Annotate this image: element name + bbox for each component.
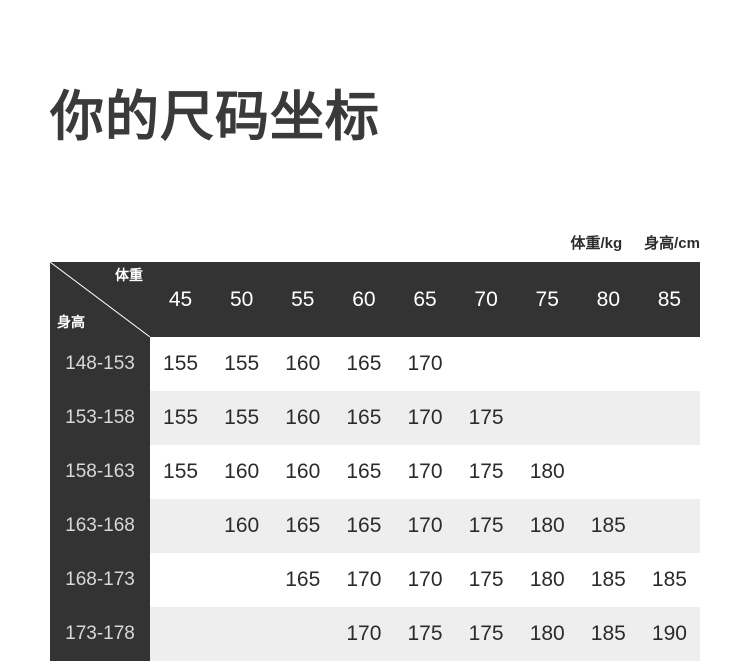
row-header-168-173: 168-173 [50, 553, 150, 607]
cell-173-178-60: 170 [333, 607, 395, 661]
table-row: 158-163 155 160 160 165 170 175 180 [50, 445, 700, 499]
table-head: 体重 身高 45 50 55 60 65 70 75 80 85 [50, 262, 700, 337]
cell-148-153-65: 170 [394, 337, 456, 391]
cell-168-173-50 [211, 553, 273, 607]
cell-173-178-75: 180 [516, 607, 578, 661]
cell-163-168-70: 175 [455, 499, 517, 553]
table-body: 148-153 155 155 160 165 170 153-158 155 … [50, 337, 700, 661]
corner-height-label: 身高 [57, 314, 85, 330]
unit-legend: 体重/kg 身高/cm [570, 232, 700, 253]
cell-148-153-85 [638, 337, 700, 391]
cell-163-168-80: 185 [577, 499, 639, 553]
cell-153-158-80 [577, 391, 639, 445]
cell-148-153-80 [577, 337, 639, 391]
diagonal-divider-icon [50, 262, 150, 337]
cell-153-158-50: 155 [211, 391, 273, 445]
column-header-55: 55 [272, 262, 334, 337]
cell-173-178-80: 185 [577, 607, 639, 661]
column-header-85: 85 [638, 262, 700, 337]
table-row: 153-158 155 155 160 165 170 175 [50, 391, 700, 445]
cell-158-163-80 [577, 445, 639, 499]
cell-153-158-75 [516, 391, 578, 445]
row-header-158-163: 158-163 [50, 445, 150, 499]
cell-158-163-55: 160 [272, 445, 334, 499]
cell-163-168-55: 165 [272, 499, 334, 553]
cell-173-178-70: 175 [455, 607, 517, 661]
cell-153-158-55: 160 [272, 391, 334, 445]
cell-168-173-75: 180 [516, 553, 578, 607]
column-header-60: 60 [333, 262, 395, 337]
cell-158-163-70: 175 [455, 445, 517, 499]
cell-158-163-50: 160 [211, 445, 273, 499]
cell-163-168-45 [150, 499, 212, 553]
cell-168-173-85: 185 [638, 553, 700, 607]
cell-153-158-65: 170 [394, 391, 456, 445]
table-row: 173-178 170 175 175 180 185 190 [50, 607, 700, 661]
row-header-173-178: 173-178 [50, 607, 150, 661]
row-header-153-158: 153-158 [50, 391, 150, 445]
cell-148-153-75 [516, 337, 578, 391]
cell-163-168-75: 180 [516, 499, 578, 553]
corner-weight-label: 体重 [115, 267, 143, 283]
cell-168-173-65: 170 [394, 553, 456, 607]
cell-158-163-45: 155 [150, 445, 212, 499]
row-header-148-153: 148-153 [50, 337, 150, 391]
cell-173-178-85: 190 [638, 607, 700, 661]
column-header-45: 45 [150, 262, 212, 337]
table-row: 168-173 165 170 170 175 180 185 185 [50, 553, 700, 607]
column-header-65: 65 [394, 262, 456, 337]
cell-153-158-60: 165 [333, 391, 395, 445]
table-header-row: 体重 身高 45 50 55 60 65 70 75 80 85 [50, 262, 700, 337]
corner-cell: 体重 身高 [50, 262, 150, 337]
cell-168-173-70: 175 [455, 553, 517, 607]
cell-163-168-85 [638, 499, 700, 553]
table-row: 163-168 160 165 165 170 175 180 185 [50, 499, 700, 553]
cell-173-178-50 [211, 607, 273, 661]
cell-168-173-55: 165 [272, 553, 334, 607]
cell-158-163-85 [638, 445, 700, 499]
page-title: 你的尺码坐标 [50, 87, 380, 147]
size-chart-table-wrap: 体重 身高 45 50 55 60 65 70 75 80 85 148-153 [50, 262, 700, 661]
cell-163-168-60: 165 [333, 499, 395, 553]
cell-163-168-50: 160 [211, 499, 273, 553]
cell-163-168-65: 170 [394, 499, 456, 553]
size-chart-table: 体重 身高 45 50 55 60 65 70 75 80 85 148-153 [50, 262, 700, 661]
cell-173-178-65: 175 [394, 607, 456, 661]
cell-158-163-75: 180 [516, 445, 578, 499]
unit-weight-label: 体重/kg [570, 235, 623, 252]
cell-173-178-55 [272, 607, 334, 661]
column-header-80: 80 [577, 262, 639, 337]
row-header-163-168: 163-168 [50, 499, 150, 553]
cell-153-158-70: 175 [455, 391, 517, 445]
table-row: 148-153 155 155 160 165 170 [50, 337, 700, 391]
cell-168-173-80: 185 [577, 553, 639, 607]
cell-148-153-60: 165 [333, 337, 395, 391]
cell-148-153-70 [455, 337, 517, 391]
column-header-70: 70 [455, 262, 517, 337]
cell-158-163-60: 165 [333, 445, 395, 499]
cell-148-153-50: 155 [211, 337, 273, 391]
cell-173-178-45 [150, 607, 212, 661]
cell-168-173-45 [150, 553, 212, 607]
cell-148-153-45: 155 [150, 337, 212, 391]
cell-158-163-65: 170 [394, 445, 456, 499]
cell-153-158-45: 155 [150, 391, 212, 445]
cell-148-153-55: 160 [272, 337, 334, 391]
unit-height-label: 身高/cm [644, 235, 700, 252]
cell-153-158-85 [638, 391, 700, 445]
column-header-50: 50 [211, 262, 273, 337]
column-header-75: 75 [516, 262, 578, 337]
cell-168-173-60: 170 [333, 553, 395, 607]
